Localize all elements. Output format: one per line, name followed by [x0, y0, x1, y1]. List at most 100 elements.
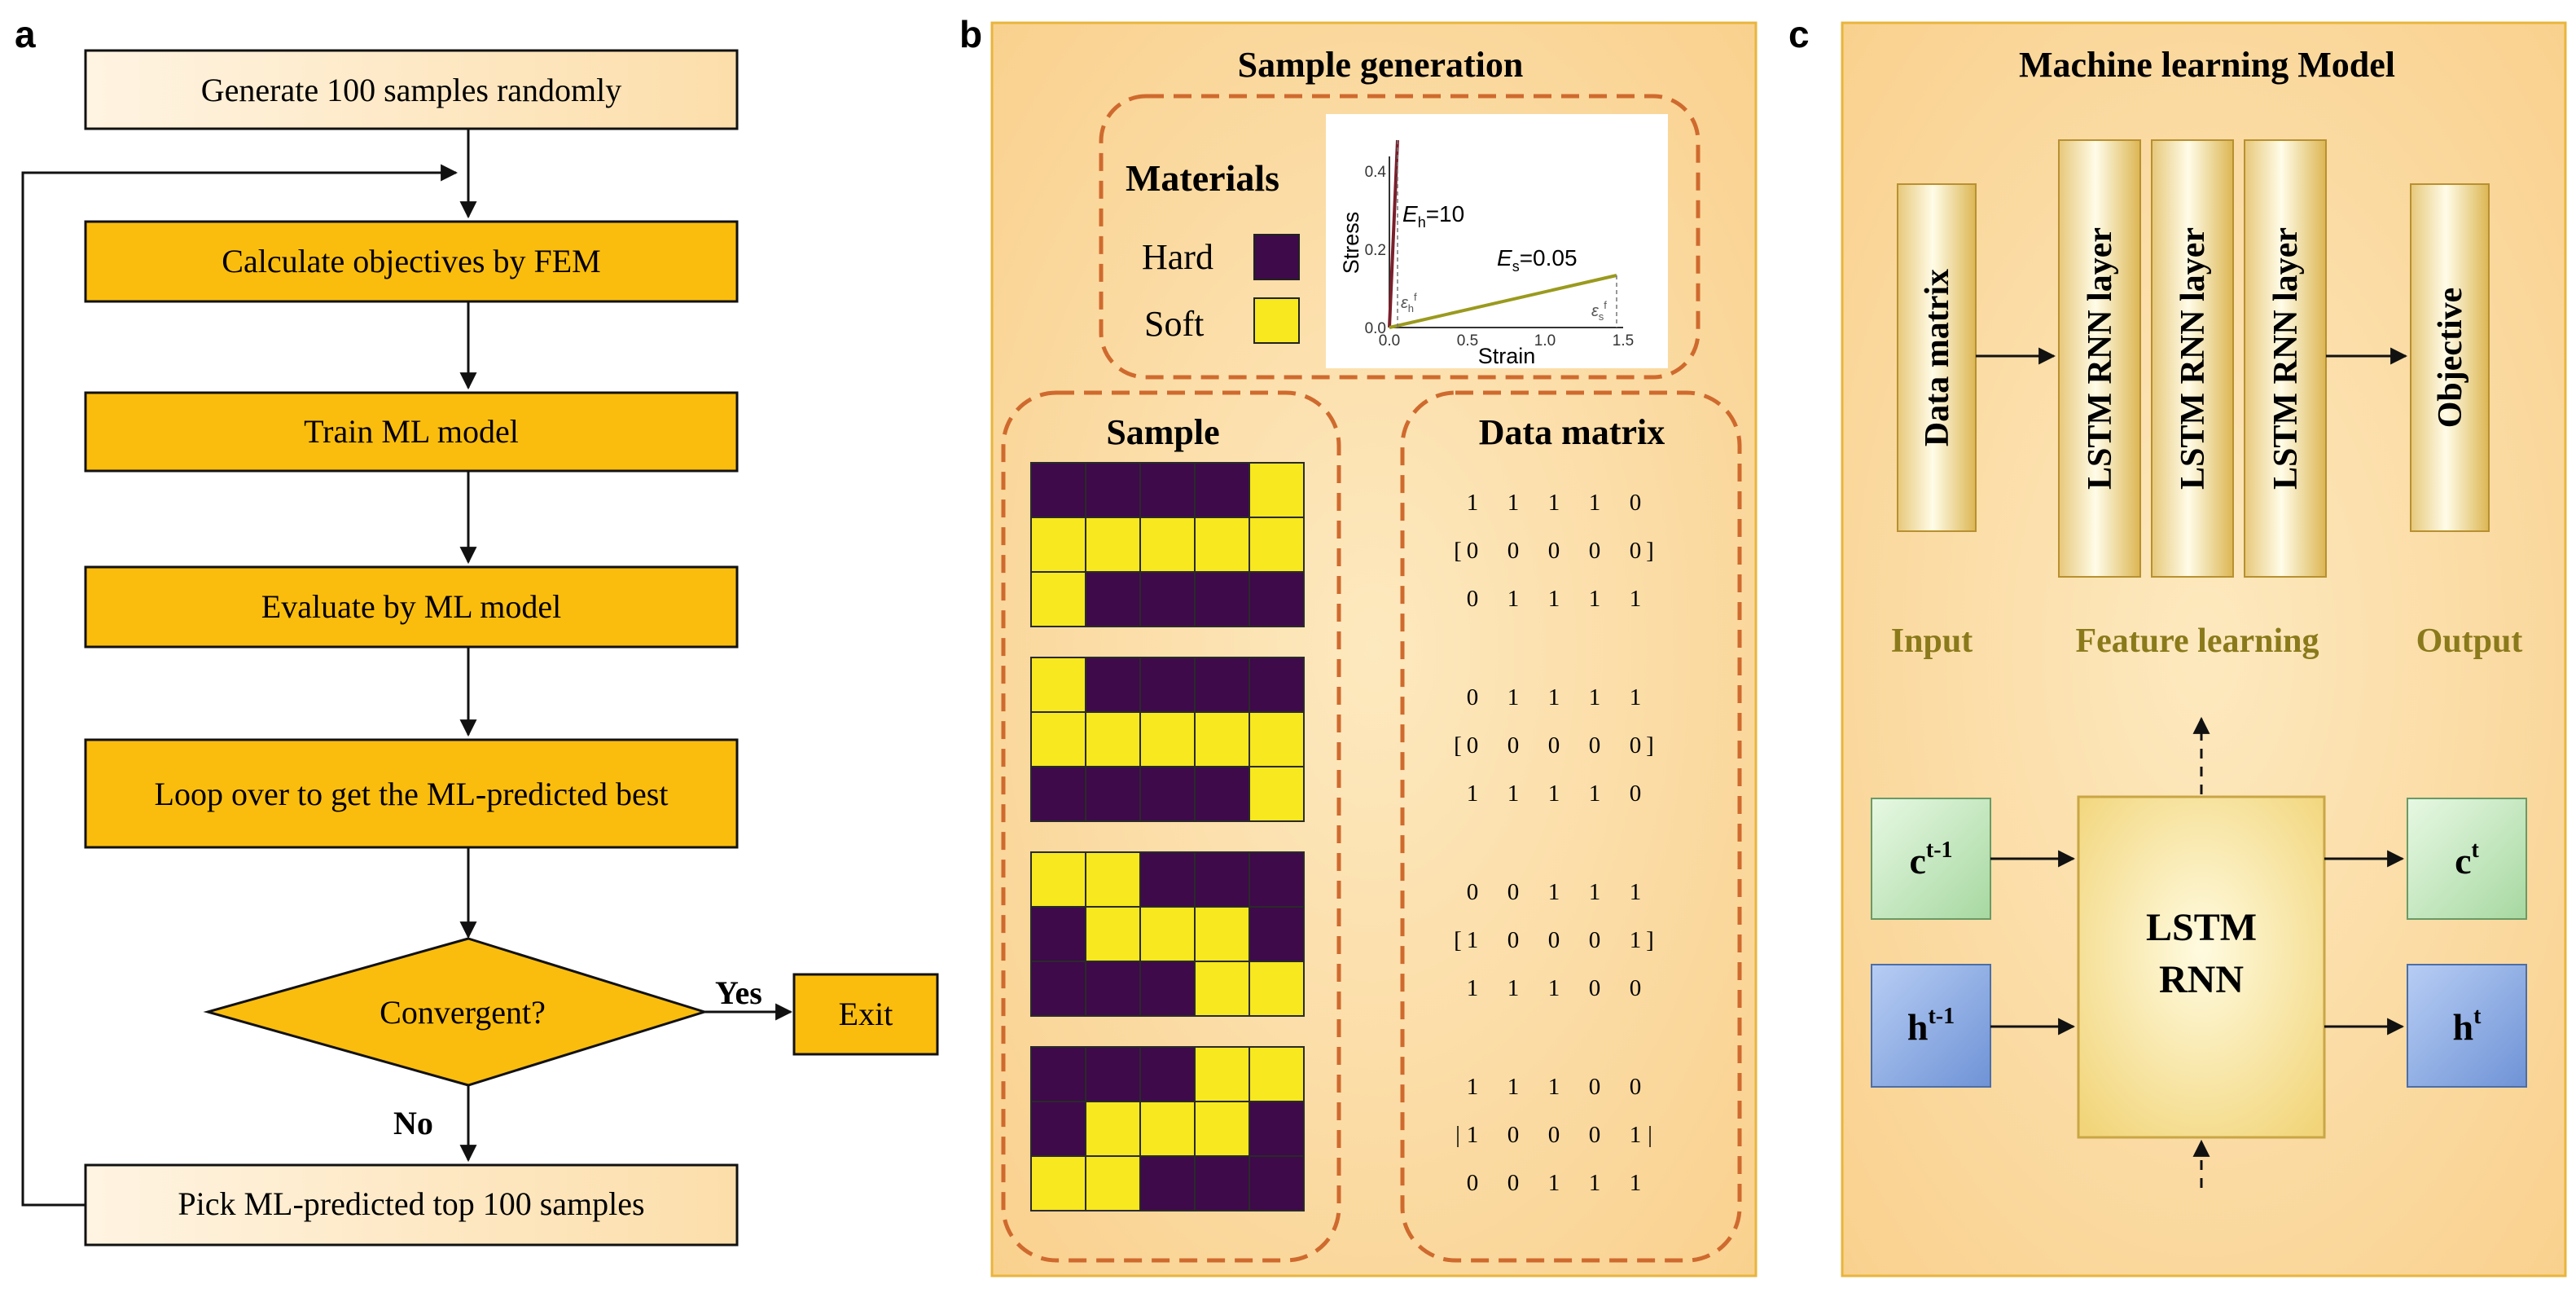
lstm-layer-1: LSTM RNN layer [2058, 139, 2141, 578]
matrix-value: 0 [1507, 1122, 1520, 1148]
soft-stress-line [1389, 274, 1617, 329]
matrix-bracket-open: [ [1454, 732, 1462, 759]
matrix-value: 0 [1467, 538, 1479, 564]
sample-cell [1139, 766, 1196, 822]
matrix-value: 1 [1589, 586, 1601, 612]
input-box-label: Data matrix [1919, 269, 1956, 446]
sample-grid [1030, 462, 1305, 627]
matrix-value: 0 [1467, 586, 1479, 612]
sample-cell [1139, 517, 1196, 573]
lstm-cell-label-line1: LSTM [2146, 906, 2257, 949]
matrix-value: 1 [1548, 975, 1560, 1001]
sample-cell [1194, 906, 1250, 962]
matrix-bracket-open: [ [1454, 538, 1462, 564]
sample-cell [1194, 851, 1250, 908]
sample-cell [1139, 1046, 1196, 1102]
sample-cell [1194, 1155, 1250, 1211]
matrix-value: 1 [1507, 1074, 1520, 1100]
input-caption: Input [1891, 622, 1973, 660]
inset-background [1326, 114, 1668, 368]
matrix-value: 1 [1507, 684, 1520, 710]
sample-cell [1030, 906, 1086, 962]
data-matrix: 0 1 1 1 10 0 0 0 0[]1 1 1 1 0 [1454, 684, 1654, 807]
output-caption: Output [2416, 622, 2523, 660]
matrix-value: 1 [1467, 1074, 1479, 1100]
data-matrix-input-box: Data matrix [1897, 183, 1977, 532]
start-box-label: Generate 100 samples randomly [201, 72, 622, 108]
sample-cell [1139, 961, 1196, 1017]
sample-cell [1194, 462, 1250, 518]
matrix-value: 1 [1507, 490, 1520, 516]
sample-cell [1085, 906, 1141, 962]
panel-c: c Machine learning Model Data matrix LST… [1788, 13, 2567, 1277]
fem-box-label: Calculate objectives by FEM [222, 243, 600, 279]
matrix-value: 1 [1548, 1074, 1560, 1100]
sample-cell [1194, 1046, 1250, 1102]
sample-cell [1249, 571, 1305, 627]
matrix-value: 0 [1630, 732, 1642, 759]
data-matrix: 0 0 1 1 11 0 0 0 1[]1 1 1 0 0 [1454, 879, 1654, 1001]
matrix-value: 0 [1507, 732, 1520, 759]
sample-grid [1030, 1046, 1305, 1211]
sample-cell [1085, 851, 1141, 908]
lstm-layer-label: LSTM RNN layer [2174, 227, 2212, 490]
sample-cell [1249, 906, 1305, 962]
h-prev-box: ht-1 [1871, 964, 1991, 1088]
matrix-value: 1 [1630, 1122, 1642, 1148]
sample-cell [1085, 961, 1141, 1017]
sample-dashed-box [1001, 390, 1341, 1263]
sample-cell [1249, 517, 1305, 573]
sample-cell [1249, 1155, 1305, 1211]
materials-title: Materials [1126, 157, 1279, 199]
sample-cell [1194, 961, 1250, 1017]
sample-cell [1194, 657, 1250, 713]
matrix-value: 0 [1589, 975, 1601, 1001]
hard-stress-line [1388, 139, 1399, 328]
matrix-value: 0 [1467, 1170, 1479, 1196]
data-matrix-dashed-box [1400, 390, 1742, 1263]
panel-c-letter: c [1788, 13, 1810, 55]
matrix-value: 1 [1467, 975, 1479, 1001]
sample-grid [1030, 851, 1305, 1017]
matrix-value: 1 [1548, 879, 1560, 905]
h-next-box: ht [2407, 964, 2527, 1088]
sample-cell [1085, 1101, 1141, 1157]
sample-cell [1139, 657, 1196, 713]
hard-modulus-annotation: Eh=10 [1402, 201, 1464, 231]
soft-strain-annotation: εsf [1591, 299, 1607, 323]
sample-cell [1085, 517, 1141, 573]
exit-box-label: Exit [839, 996, 893, 1032]
sample-cell [1030, 517, 1086, 573]
exit-box: Exit [792, 973, 939, 1056]
matrix-value: 1 [1507, 975, 1520, 1001]
c-next-label: ct [2455, 838, 2479, 882]
output-box-label: Objective [2432, 288, 2469, 429]
panel-b: b Sample generation Materials Hard Soft … [959, 13, 1758, 1277]
lstm-cell-label-line2: RNN [2159, 958, 2244, 1001]
matrix-value: 0 [1548, 927, 1560, 953]
matrix-value: 1 [1630, 586, 1642, 612]
data-matrix: 1 1 1 0 01 0 0 0 1| |0 0 1 1 1 [1455, 1074, 1652, 1196]
sample-cell [1030, 851, 1086, 908]
matrix-value: 0 [1630, 538, 1642, 564]
matrix-value: 1 [1589, 1170, 1601, 1196]
panel-a-letter: a [15, 13, 36, 55]
matrix-value: 1 [1507, 781, 1520, 807]
sample-title: Sample [1106, 412, 1219, 452]
matrix-value: 0 [1507, 1170, 1520, 1196]
cell-arrows [1990, 716, 2405, 1188]
matrix-value: 1 [1630, 684, 1642, 710]
no-label: No [393, 1105, 433, 1141]
sample-cell [1249, 711, 1305, 767]
sample-cell [1139, 571, 1196, 627]
feedback-loop-arrow [21, 164, 459, 1207]
loop-box: Loop over to get the ML-predicted best [84, 738, 739, 849]
matrix-value: 0 [1467, 684, 1479, 710]
soft-label: Soft [1144, 304, 1204, 344]
pick-box: Pick ML-predicted top 100 samples [84, 1163, 739, 1247]
matrix-value: 0 [1548, 732, 1560, 759]
convergent-label: Convergent? [380, 994, 546, 1031]
matrix-value: 1 [1630, 1170, 1642, 1196]
start-box: Generate 100 samples randomly [84, 49, 739, 130]
